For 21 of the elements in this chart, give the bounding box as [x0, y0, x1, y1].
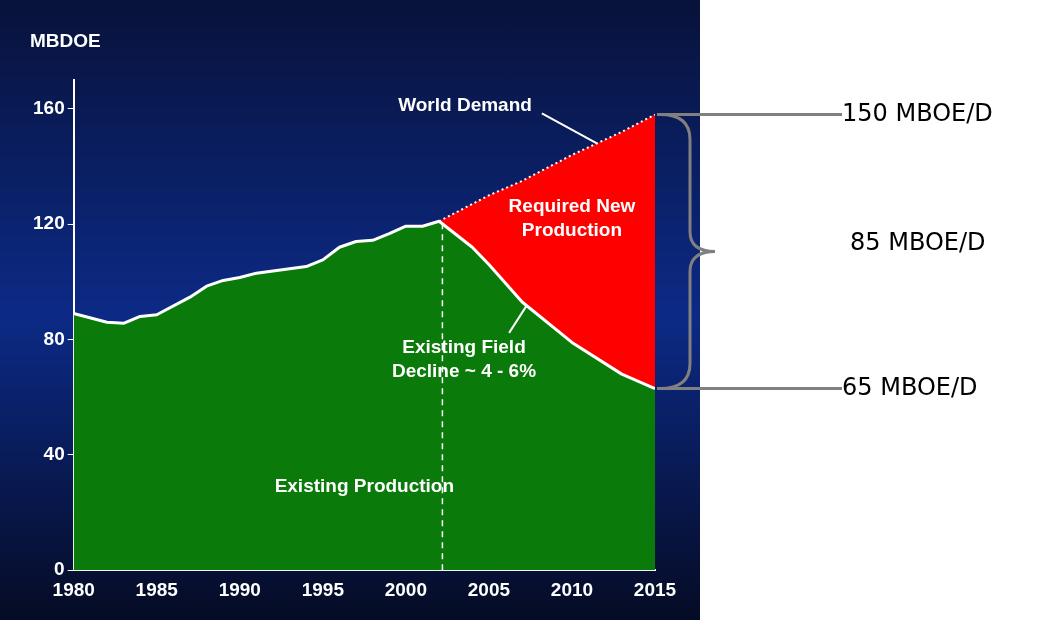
y-tick-label: 80 — [43, 327, 65, 349]
x-tick-label: 1985 — [135, 578, 179, 600]
x-tick-label: 2015 — [633, 578, 677, 600]
y-axis-title: MBDOE — [30, 30, 101, 52]
annotation: World Demand — [398, 93, 532, 115]
annotation: 65 MBOE/D — [842, 372, 978, 401]
annotation: 150 MBOE/D — [842, 98, 993, 127]
annotation: Existing Production — [274, 474, 455, 496]
x-tick-label: 2005 — [467, 578, 511, 600]
x-tick-label: 2000 — [384, 578, 428, 600]
y-tick-label: 120 — [33, 212, 65, 234]
x-tick-label: 1995 — [301, 578, 345, 600]
text: 85 MBOE/D — [850, 227, 986, 256]
x-tick-label: 1990 — [218, 578, 261, 600]
annotation: Existing Field Decline ~ 4 - 6% — [391, 336, 537, 382]
y-tick-label: 160 — [33, 97, 65, 119]
y-tick-label: 40 — [43, 443, 65, 465]
x-tick-label: 2010 — [550, 578, 594, 600]
y-tick-label: 0 — [54, 558, 65, 580]
x-tick-label: 1980 — [52, 578, 95, 600]
annotation: Required New Production — [508, 195, 636, 241]
